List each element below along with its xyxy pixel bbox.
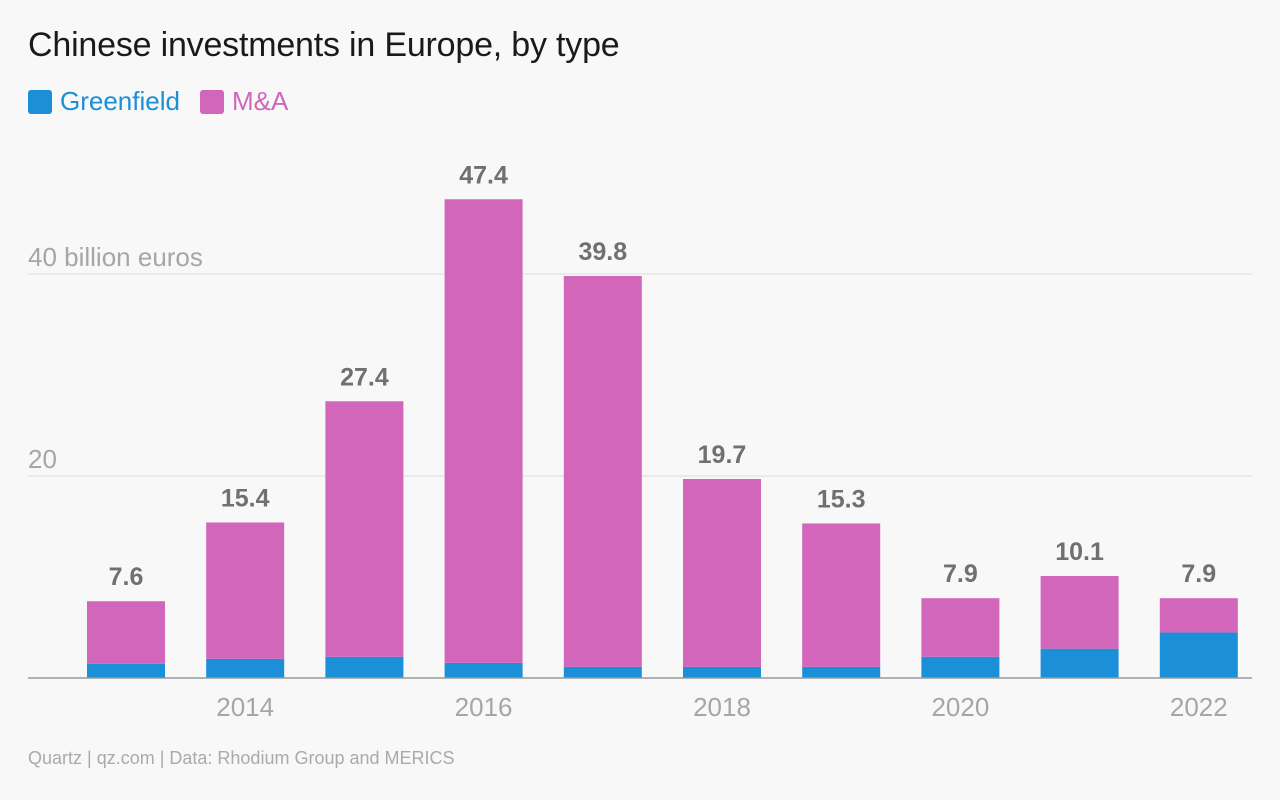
bar-ma — [1159, 598, 1238, 633]
bar-value-label: 27.4 — [340, 363, 389, 391]
y-tick-label: 20 — [28, 444, 57, 474]
x-tick-label: 2022 — [1170, 692, 1228, 722]
bar-value-label: 7.6 — [109, 563, 144, 591]
bar-value-label: 7.9 — [1181, 560, 1216, 588]
bar-ma — [206, 522, 285, 659]
bar-greenfield — [921, 656, 1000, 678]
bar-greenfield — [206, 658, 285, 678]
bar-ma — [802, 523, 881, 667]
bar-ma — [87, 601, 165, 664]
bar-value-label: 19.7 — [698, 441, 747, 469]
bar-greenfield — [802, 666, 881, 678]
chart-footer: Quartz | qz.com | Data: Rhodium Group an… — [28, 748, 455, 768]
bar-value-label: 47.4 — [459, 161, 508, 189]
bar-greenfield — [1040, 648, 1119, 678]
bar-ma — [921, 598, 1000, 657]
bar-ma — [325, 401, 404, 657]
x-tick-label: 2020 — [931, 692, 989, 722]
bar-greenfield — [444, 662, 523, 678]
legend-swatch-greenfield — [28, 89, 52, 114]
chart-legend: Greenfield M&A — [28, 86, 288, 117]
legend-item-ma: M&A — [199, 86, 289, 117]
x-tick-label: 2016 — [455, 692, 513, 722]
bar-greenfield — [87, 663, 165, 678]
bar-value-label: 15.3 — [817, 485, 866, 513]
bar-value-label: 15.4 — [221, 484, 270, 512]
bar-value-label: 39.8 — [578, 238, 627, 266]
legend-item-greenfield: Greenfield — [28, 86, 180, 117]
x-tick-label: 2014 — [216, 692, 274, 722]
chart-title: Chinese investments in Europe, by type — [28, 26, 620, 64]
bar-greenfield — [563, 666, 642, 678]
bar-greenfield — [325, 656, 404, 678]
bar-value-label: 10.1 — [1055, 538, 1104, 566]
bar-value-label: 7.9 — [943, 560, 978, 588]
bar-ma — [563, 276, 642, 667]
bar-ma — [444, 199, 523, 663]
bar-greenfield — [1159, 632, 1238, 678]
legend-label-ma: M&A — [231, 86, 289, 116]
x-tick-label: 2018 — [693, 692, 751, 722]
bar-ma — [1040, 575, 1119, 649]
bar-greenfield — [683, 666, 761, 678]
bar-ma — [683, 479, 761, 667]
y-tick-label: 40 billion euros — [28, 242, 203, 272]
legend-swatch-ma — [199, 89, 224, 114]
legend-label-greenfield: Greenfield — [60, 86, 180, 116]
